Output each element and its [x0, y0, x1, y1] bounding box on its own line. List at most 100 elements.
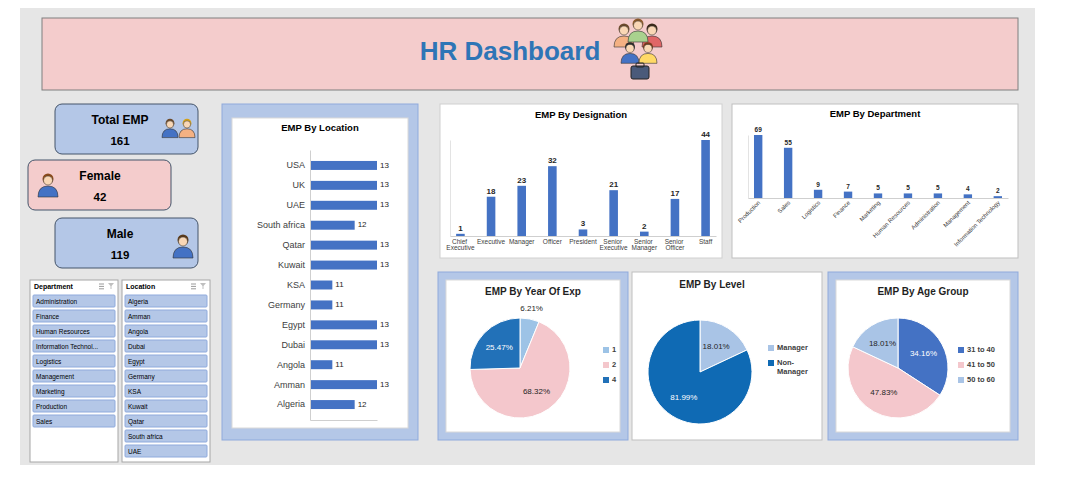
slicer-frame	[30, 280, 118, 462]
tick-label: Egypt	[282, 320, 306, 330]
kpi-label: Female	[79, 169, 121, 183]
bar	[640, 232, 649, 236]
tick-label: Algeria	[277, 399, 305, 409]
slicer-item[interactable]: Human Resources	[33, 325, 115, 337]
data-label: 13	[380, 260, 389, 269]
legend: ManagerNon-Manager	[768, 343, 808, 376]
data-label: 25.47%	[486, 343, 513, 352]
icon-body	[639, 53, 657, 63]
bar	[994, 196, 1002, 198]
tick-label: Dubai	[281, 340, 305, 350]
slicer-button[interactable]	[33, 325, 115, 337]
data-label: 1	[458, 224, 463, 233]
icon-body	[621, 53, 639, 63]
data-label: 13	[380, 320, 389, 329]
tick-label: Manager	[509, 238, 535, 246]
icon-filter[interactable]	[108, 283, 114, 289]
slicer-item[interactable]: Kuwait	[125, 400, 207, 412]
tick: Manager	[509, 238, 535, 246]
data-label: 4	[966, 185, 970, 192]
slicer-button[interactable]	[33, 310, 115, 322]
icon-filter[interactable]	[200, 283, 206, 289]
tick: Logistics	[801, 200, 822, 221]
slicer-item[interactable]: Production	[33, 400, 115, 412]
slicer-item[interactable]: Qatar	[125, 415, 207, 427]
slicer-button[interactable]	[125, 445, 207, 457]
slicer-button[interactable]	[125, 400, 207, 412]
slicer-button[interactable]	[125, 430, 207, 442]
tick-label: Sales	[777, 200, 792, 215]
slicer-item[interactable]: KSA	[125, 385, 207, 397]
slicer-item-label: Egypt	[128, 358, 145, 366]
slicer-item[interactable]: Administration	[33, 295, 115, 307]
slices	[470, 318, 570, 418]
bar	[904, 193, 912, 198]
icon-head	[620, 26, 629, 35]
tick-label: Senior Manager	[631, 238, 657, 253]
data-label: 13	[380, 161, 389, 170]
slicer-button[interactable]	[125, 385, 207, 397]
panel	[232, 118, 408, 428]
slicer-button[interactable]	[125, 340, 207, 352]
tick: Staff	[699, 238, 712, 245]
panel-outer	[438, 272, 628, 440]
tick: Senior Officer	[665, 238, 686, 252]
slicer-frame	[122, 280, 210, 462]
slicer-button[interactable]	[125, 325, 207, 337]
slicer-button[interactable]	[33, 385, 115, 397]
slicer-item[interactable]: Sales	[33, 415, 115, 427]
legend-swatch	[768, 360, 774, 366]
slicer-button[interactable]	[125, 295, 207, 307]
data-label: 7	[846, 183, 850, 190]
slicer-item[interactable]: Germany	[125, 370, 207, 382]
slicer-item[interactable]: Management	[33, 370, 115, 382]
slicer-item-label: KSA	[128, 388, 142, 395]
kpi-frame	[55, 218, 198, 268]
slicer-item[interactable]: Algeria	[125, 295, 207, 307]
tick: Executive	[477, 238, 506, 245]
legend-label: 1	[612, 345, 616, 354]
slicer-button[interactable]	[125, 355, 207, 367]
slicer-button[interactable]	[33, 400, 115, 412]
slicer-item[interactable]: Logistics	[33, 355, 115, 367]
bar	[456, 234, 465, 236]
slicer-button[interactable]	[33, 295, 115, 307]
slicer-item-label: Amman	[128, 313, 151, 320]
icon-person	[173, 235, 193, 259]
slicer-item[interactable]: Angola	[125, 325, 207, 337]
icon-head	[166, 121, 173, 128]
data-label: 18.01%	[703, 342, 730, 351]
slicer-item[interactable]: Amman	[125, 310, 207, 322]
slicer-button[interactable]	[125, 310, 207, 322]
axis-line	[310, 151, 311, 421]
slicer-item[interactable]: UAE	[125, 445, 207, 457]
slicer-button[interactable]	[33, 340, 115, 352]
bar	[310, 340, 377, 349]
chart-title: EMP By Designation	[535, 109, 627, 120]
data-labels: 69559755542	[755, 126, 1000, 194]
slicer-item[interactable]: Information Technol...	[33, 340, 115, 352]
slicer-button[interactable]	[125, 415, 207, 427]
kpi-value: 119	[111, 249, 130, 261]
slicer-button[interactable]	[125, 370, 207, 382]
panel	[632, 272, 822, 440]
slicer-button[interactable]	[33, 355, 115, 367]
slicer-item[interactable]: Egypt	[125, 355, 207, 367]
legend-swatch	[958, 377, 964, 383]
slicer-item[interactable]: Dubai	[125, 340, 207, 352]
slicer-item[interactable]: Finance	[33, 310, 115, 322]
icon-person	[639, 42, 657, 63]
slicer-item[interactable]: South africa	[125, 430, 207, 442]
data-label: 32	[548, 156, 557, 165]
slicer-button[interactable]	[33, 415, 115, 427]
bar	[310, 320, 377, 329]
tick: USA	[286, 160, 305, 170]
header-banner	[42, 18, 1018, 90]
chart-title: EMP By Department	[830, 108, 921, 119]
slicer-item[interactable]: Marketing	[33, 385, 115, 397]
chart-title: EMP By Location	[281, 122, 359, 133]
data-label: 2	[996, 187, 1000, 194]
kpi-value: 42	[94, 191, 107, 203]
bar	[579, 229, 588, 236]
slicer-button[interactable]	[33, 370, 115, 382]
